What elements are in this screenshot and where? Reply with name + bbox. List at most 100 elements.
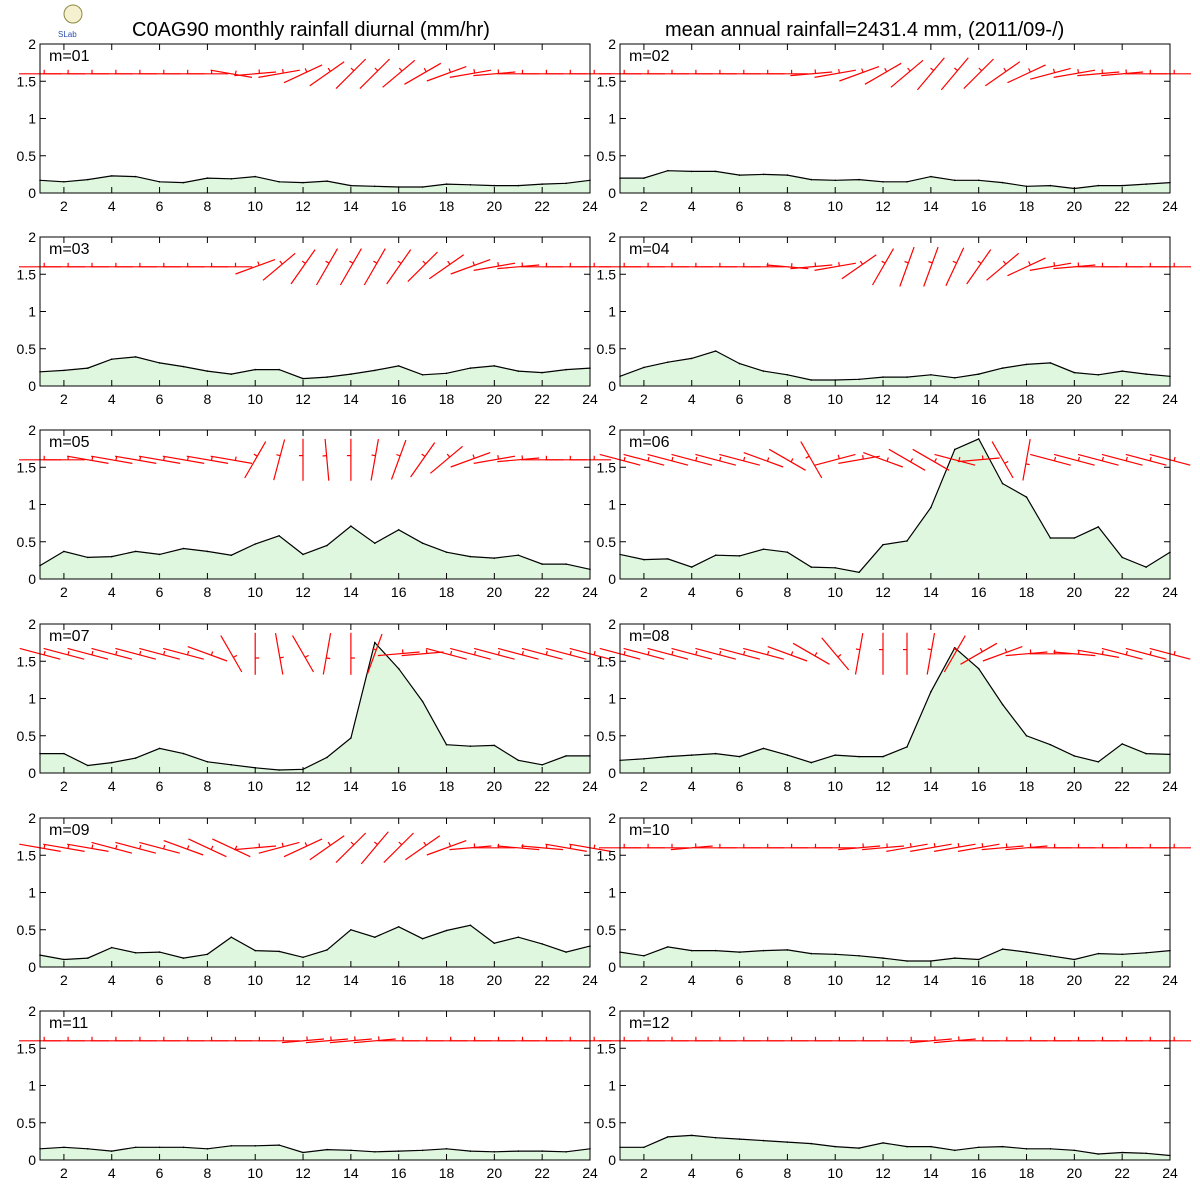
x-tick-label: 8 <box>203 391 211 407</box>
wind-barb-shaft <box>324 438 330 481</box>
wind-barb-shaft <box>864 62 902 85</box>
wind-barb <box>234 843 277 851</box>
y-tick-label: 0.5 <box>597 1115 617 1131</box>
wind-barb-feather <box>743 650 746 656</box>
wind-barb-shaft <box>943 635 966 673</box>
data-point <box>254 543 256 545</box>
wind-barb-feather <box>837 653 842 658</box>
wind-barb-shaft <box>377 651 420 657</box>
data-point <box>374 641 376 644</box>
wind-barb-feather <box>521 650 524 656</box>
wind-barb-feather <box>447 260 451 265</box>
data-point <box>182 957 185 959</box>
wind-barb <box>991 441 1014 479</box>
x-tick-label: 20 <box>487 584 503 600</box>
data-point <box>469 184 472 186</box>
wind-barb-feather <box>398 67 403 72</box>
data-point <box>1121 370 1123 372</box>
data-point <box>977 1146 980 1149</box>
wind-barb <box>290 249 316 285</box>
data-point <box>63 752 65 755</box>
wind-barb-shaft <box>1101 71 1144 77</box>
data-point <box>1073 1149 1076 1152</box>
data-point <box>493 557 496 559</box>
wind-barb <box>449 68 492 78</box>
wind-barb-shaft <box>383 832 414 864</box>
wind-barb-feather <box>115 650 118 656</box>
y-tick-label: 0.5 <box>17 1115 37 1131</box>
data-point <box>541 943 543 945</box>
wind-barb <box>262 252 296 281</box>
wind-barb-feather <box>1052 68 1056 73</box>
x-tick-label: 14 <box>923 584 939 600</box>
wind-barb-shaft <box>187 646 228 662</box>
wind-barb <box>450 452 491 468</box>
data-point <box>834 953 836 956</box>
panel: 00.511.522 4 6 8 10 12 14 16 18 20 22 24m=08 <box>597 616 1191 794</box>
y-tick-label: 0.5 <box>17 148 37 164</box>
x-tick-label: 14 <box>343 1165 359 1181</box>
y-tick-label: 0.5 <box>597 728 617 744</box>
y-tick-label: 1.5 <box>597 1040 617 1056</box>
data-point <box>493 184 496 187</box>
wind-barb <box>1029 261 1072 271</box>
wind-barb-shaft <box>838 845 881 851</box>
data-point <box>374 1151 376 1153</box>
data-point <box>493 942 496 944</box>
data-point <box>541 563 543 565</box>
data-point <box>738 755 741 758</box>
wind-barb <box>1101 453 1143 466</box>
wind-barb-shaft <box>1053 651 1096 657</box>
wind-barb <box>244 441 267 479</box>
panel-label: m=10 <box>629 822 670 839</box>
wind-barb-feather <box>139 456 142 461</box>
data-point <box>667 169 669 172</box>
y-tick-label: 0.5 <box>597 148 617 164</box>
x-tick-label: 8 <box>783 778 791 794</box>
wind-barb-shaft <box>960 642 998 665</box>
wind-barb-shaft <box>1053 453 1095 466</box>
wind-barb-shaft <box>426 647 467 660</box>
x-tick-label: 24 <box>1162 778 1178 794</box>
x-tick-label: 8 <box>783 198 791 214</box>
y-tick-label: 0 <box>28 378 36 394</box>
x-tick-label: 14 <box>923 778 939 794</box>
data-point <box>326 544 328 547</box>
wind-barb <box>450 259 491 275</box>
data-point <box>565 182 567 185</box>
wind-barb-feather <box>928 260 933 264</box>
wind-barb-feather <box>350 67 355 72</box>
wind-barb-feather <box>838 68 840 74</box>
panel: 00.511.522 4 6 8 10 12 14 16 18 20 22 24m=09 <box>17 810 611 988</box>
wind-barb-feather <box>233 654 238 658</box>
wind-barb <box>163 840 204 856</box>
wind-barb-shaft <box>933 1038 976 1044</box>
data-point <box>882 543 884 546</box>
y-tick-label: 1 <box>608 304 616 320</box>
wind-barb-shaft <box>521 845 564 851</box>
rainfall-area <box>620 946 1170 967</box>
y-tick-label: 0.5 <box>17 728 37 744</box>
data-point <box>1121 743 1123 745</box>
wind-barb-shaft <box>940 57 969 91</box>
wind-barb-shaft <box>800 441 823 479</box>
data-point <box>786 754 789 756</box>
data-point <box>1025 951 1028 953</box>
wind-barb-shaft <box>768 448 806 471</box>
wind-barb <box>623 647 665 660</box>
wind-barb <box>426 647 467 660</box>
wind-barb <box>335 58 367 90</box>
data-point <box>350 1149 352 1152</box>
x-tick-label: 20 <box>1067 778 1083 794</box>
x-tick-label: 20 <box>487 391 503 407</box>
wind-barb-shaft <box>473 455 516 464</box>
wind-barb-feather <box>396 453 401 457</box>
data-point <box>762 949 765 952</box>
wind-barb <box>1101 647 1143 660</box>
wind-barb <box>386 249 412 285</box>
wind-barb <box>299 438 304 481</box>
wind-barb-shaft <box>926 632 936 675</box>
data-point <box>858 571 860 574</box>
wind-barb-feather <box>805 455 810 459</box>
wind-barb <box>363 248 386 286</box>
